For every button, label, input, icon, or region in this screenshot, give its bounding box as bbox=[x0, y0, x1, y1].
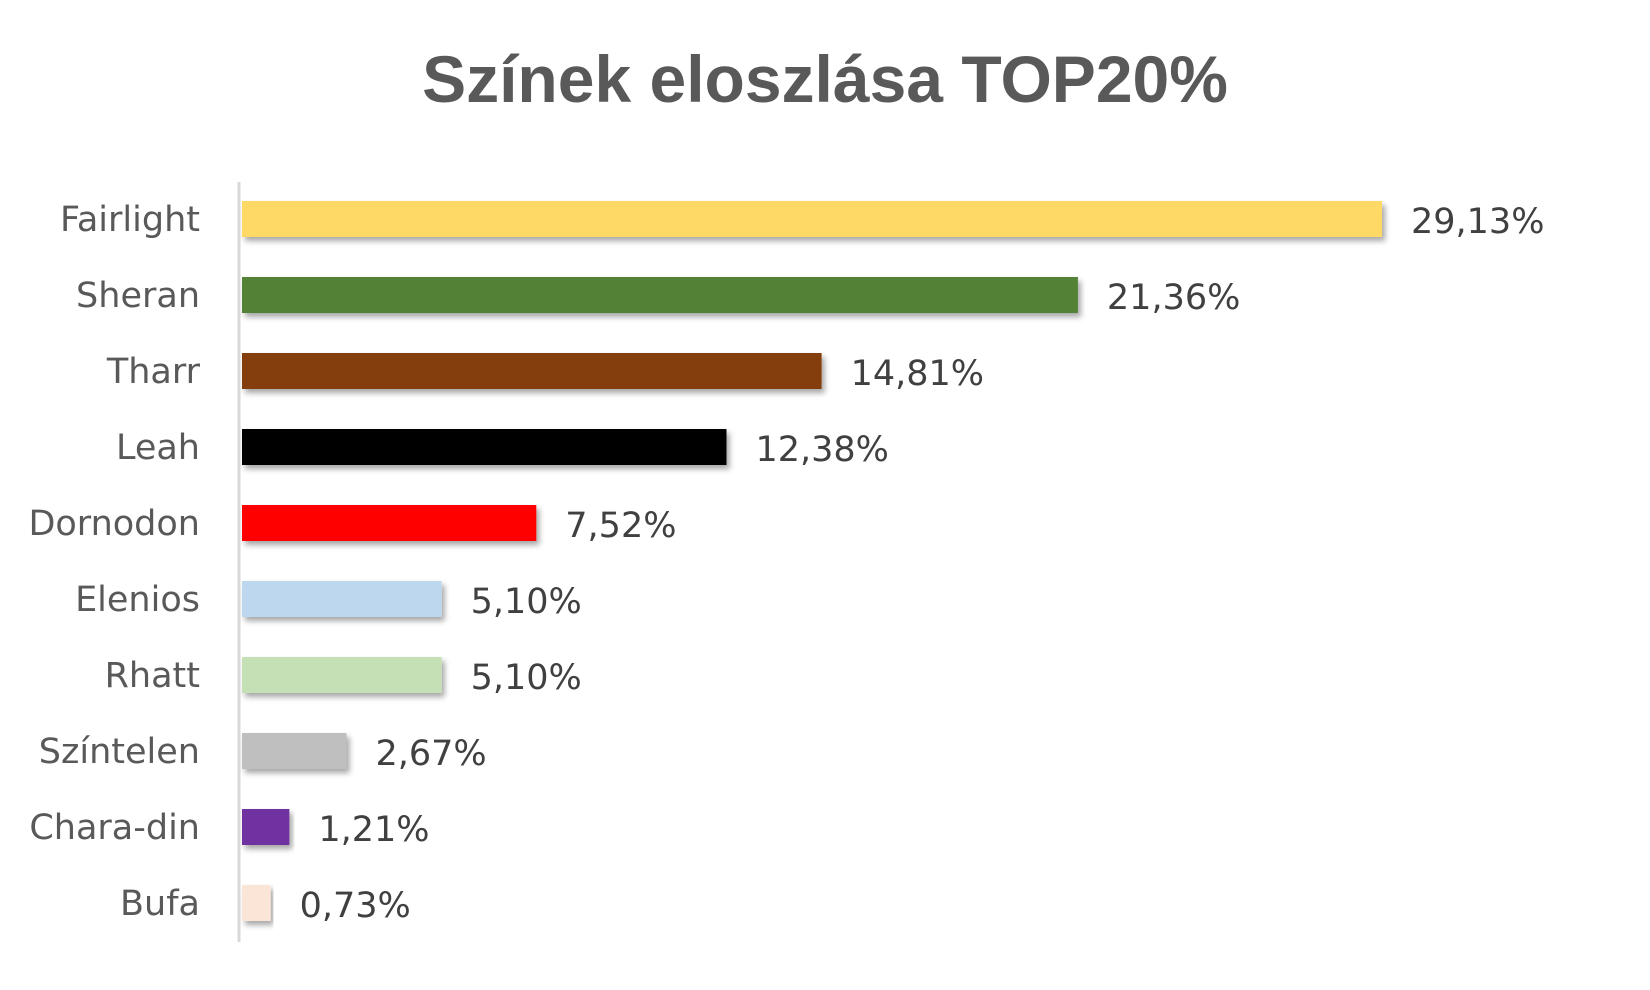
bar bbox=[242, 733, 347, 769]
category-label: Bufa bbox=[120, 884, 200, 924]
value-label: 7,52% bbox=[565, 506, 676, 546]
category-label: Fairlight bbox=[60, 200, 200, 240]
category-label: Sheran bbox=[76, 276, 200, 316]
value-label: 29,13% bbox=[1411, 202, 1544, 242]
value-label: 0,73% bbox=[300, 886, 411, 926]
bar bbox=[242, 353, 822, 389]
category-label: Rhatt bbox=[105, 656, 200, 696]
category-label: Elenios bbox=[75, 580, 200, 620]
chart-title: Színek eloszlása TOP20% bbox=[422, 42, 1228, 116]
value-label: 5,10% bbox=[471, 658, 582, 698]
category-label: Színtelen bbox=[39, 732, 200, 772]
value-label: 21,36% bbox=[1107, 278, 1240, 318]
bar bbox=[242, 581, 442, 617]
category-label: Dornodon bbox=[28, 504, 200, 544]
value-label: 14,81% bbox=[851, 354, 984, 394]
value-label: 12,38% bbox=[755, 430, 888, 470]
value-label: 5,10% bbox=[471, 582, 582, 622]
bar bbox=[242, 885, 271, 921]
bar bbox=[242, 657, 442, 693]
category-label: Leah bbox=[116, 428, 200, 468]
bar bbox=[242, 505, 537, 541]
category-label: Chara-din bbox=[29, 808, 200, 848]
value-label: 1,21% bbox=[318, 810, 429, 850]
bar bbox=[242, 201, 1382, 237]
value-label: 2,67% bbox=[375, 734, 486, 774]
category-label: Tharr bbox=[106, 352, 201, 392]
bar bbox=[242, 809, 290, 845]
bar bbox=[242, 277, 1078, 313]
bar bbox=[242, 429, 727, 465]
bars-group: Fairlight 29,13% Sheran 21,36% Tharr 14,81% Le… bbox=[28, 200, 1544, 926]
